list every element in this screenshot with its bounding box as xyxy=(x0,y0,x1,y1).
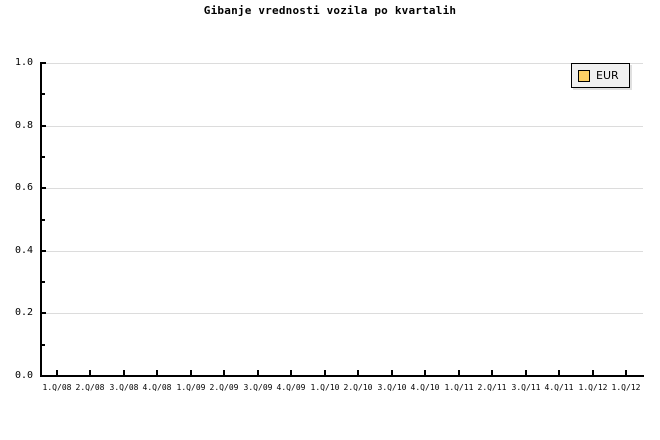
x-axis-label: 2.Q/08 xyxy=(75,383,105,392)
gridline xyxy=(40,313,643,315)
x-axis-label: 4.Q/09 xyxy=(276,383,306,392)
y-axis-tick xyxy=(40,124,46,127)
x-axis-tick xyxy=(424,370,426,376)
y-axis-label: 0.4 xyxy=(14,244,33,256)
x-axis-tick xyxy=(89,370,91,376)
x-axis-tick xyxy=(156,370,158,376)
y-axis-tick xyxy=(40,375,46,377)
x-axis-tick xyxy=(491,370,493,376)
x-axis-spine xyxy=(40,375,644,377)
x-axis-label: 1.Q/12 xyxy=(578,383,608,392)
x-axis-tick xyxy=(525,370,527,376)
y-axis-label: 0.0 xyxy=(14,370,33,381)
plot-area xyxy=(40,63,643,376)
x-axis-tick xyxy=(592,370,594,376)
y-axis-tick xyxy=(40,249,46,252)
y-axis-label: 1.0 xyxy=(14,57,33,68)
x-axis-tick xyxy=(324,370,326,376)
y-axis-tick xyxy=(40,187,46,190)
y-axis-tick xyxy=(40,62,46,64)
x-axis-label: 2.Q/09 xyxy=(209,383,239,392)
x-axis-label: 4.Q/10 xyxy=(410,383,440,392)
x-axis-tick xyxy=(123,370,125,376)
x-axis-label: 1.Q/09 xyxy=(176,383,206,392)
x-axis-tick xyxy=(625,370,627,376)
gridline xyxy=(40,125,643,127)
x-axis-label: 4.Q/08 xyxy=(142,383,172,392)
x-axis-tick xyxy=(357,370,359,376)
x-axis-label: 1.Q/08 xyxy=(42,383,72,392)
x-axis-tick xyxy=(391,370,393,376)
legend-label-eur: EUR xyxy=(596,69,619,82)
legend[interactable]: EUR xyxy=(571,63,630,88)
legend-swatch-eur xyxy=(578,69,590,82)
x-axis-tick xyxy=(458,370,460,376)
y-axis-minor-tick xyxy=(40,155,45,158)
x-axis-tick xyxy=(56,370,58,376)
y-axis-minor-tick xyxy=(40,218,45,221)
x-axis-label: 2.Q/11 xyxy=(477,383,507,392)
y-axis-label: 0.8 xyxy=(14,119,33,131)
x-axis-label: 3.Q/08 xyxy=(109,383,139,392)
gridline xyxy=(40,63,643,64)
y-axis-tick xyxy=(40,312,46,315)
chart-title: Gibanje vrednosti vozila po kvartalih xyxy=(203,4,457,17)
x-axis-label: 1.Q/11 xyxy=(444,383,474,392)
x-axis-label: 3.Q/09 xyxy=(243,383,273,392)
gridline xyxy=(40,250,643,252)
gridline xyxy=(40,188,643,190)
x-axis-label: 3.Q/10 xyxy=(377,383,407,392)
x-axis-tick xyxy=(558,370,560,376)
x-axis-label: 3.Q/11 xyxy=(511,383,541,392)
x-axis-label: 4.Q/11 xyxy=(544,383,574,392)
x-axis-tick xyxy=(290,370,292,376)
x-axis-label: 1.Q/12 xyxy=(611,383,641,392)
y-axis-minor-tick xyxy=(40,343,45,346)
y-axis-minor-tick xyxy=(40,281,45,284)
x-axis-tick xyxy=(190,370,192,376)
y-axis-label: 0.6 xyxy=(14,182,33,194)
x-axis-tick xyxy=(257,370,259,376)
x-axis-label: 2.Q/10 xyxy=(343,383,373,392)
y-axis-label: 0.2 xyxy=(14,307,33,319)
x-axis-tick xyxy=(223,370,225,376)
x-axis-label: 1.Q/10 xyxy=(310,383,340,392)
y-axis-minor-tick xyxy=(40,93,45,96)
